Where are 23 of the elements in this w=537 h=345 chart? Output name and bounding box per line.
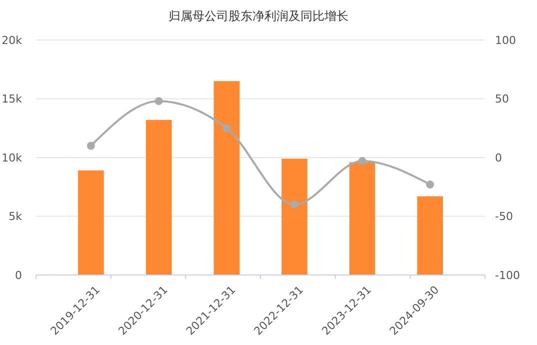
y2-tick-label: -100 <box>495 268 520 282</box>
chart-title: 归属母公司股东净利润及同比增长 <box>168 9 348 23</box>
bar <box>282 158 308 275</box>
point <box>154 97 163 106</box>
point <box>290 200 298 208</box>
y-tick-label: 0 <box>15 268 22 282</box>
y2-tick-label: 50 <box>495 92 509 106</box>
bar <box>146 120 172 275</box>
bar <box>417 196 443 275</box>
bar <box>349 162 376 275</box>
point <box>86 142 95 150</box>
y2-tick-label: 0 <box>495 151 502 164</box>
bar <box>78 170 104 275</box>
bar <box>214 81 240 275</box>
y2-tick-label: 100 <box>495 34 516 47</box>
point <box>358 157 366 166</box>
point <box>426 180 434 189</box>
y-tick-label: 15k <box>2 92 23 106</box>
y-tick-label: 5k <box>8 210 23 224</box>
y2-tick-label: -50 <box>495 210 513 224</box>
point <box>222 124 231 132</box>
y-tick-label: 10k <box>2 151 23 164</box>
y-tick-label: 20k <box>2 34 23 47</box>
